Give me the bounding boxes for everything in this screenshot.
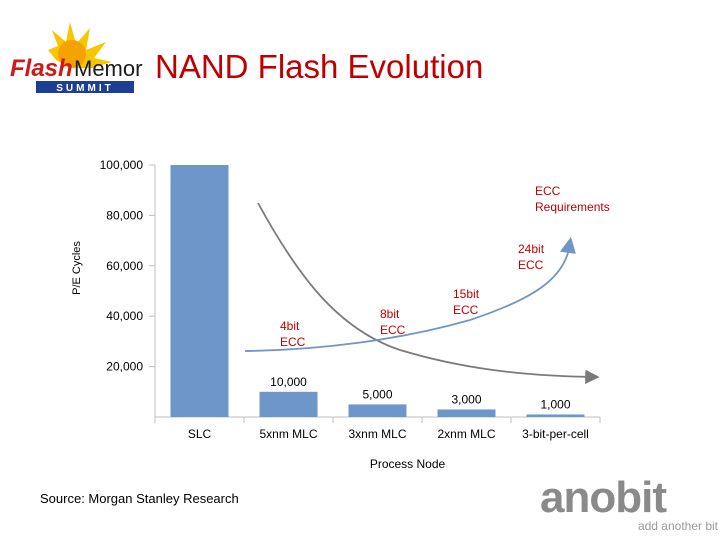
bar-1	[170, 165, 229, 417]
anobit-tagline: add another bit	[638, 519, 719, 533]
ecc-annotation-line: ECC	[453, 303, 479, 317]
summit-banner	[36, 81, 134, 93]
bar-value-label: 5,000	[362, 387, 392, 401]
ecc-annotation-line: ECC	[535, 184, 561, 198]
ecc-annotation-line: 4bit	[280, 319, 300, 333]
logo-word-summit: SUMMIT	[56, 83, 113, 94]
y-tick-label: 80,000	[106, 208, 143, 222]
bar-value-label: 10,000	[270, 375, 307, 389]
source-note: Source: Morgan Stanley Research	[40, 491, 239, 506]
ecc-annotation-line: ECC	[280, 335, 306, 349]
ecc-annotation-line: 24bit	[518, 242, 545, 256]
bar-value-label: 1,000	[540, 397, 570, 411]
y-tick-label: 60,000	[106, 259, 143, 273]
ecc-annotation-line: ECC	[518, 258, 544, 272]
x-category-label: 3-bit-per-cell	[522, 427, 589, 441]
ecc-annotation-line: 8bit	[380, 307, 400, 321]
chart-labels: 20,000 40,000 60,000 80,000 100,000 SLC 5xnm M…	[71, 158, 610, 471]
bar-4	[437, 409, 496, 417]
flash-memory-summit-logo: Flash Memory SUMMIT	[10, 22, 143, 94]
slide-title: NAND Flash Evolution	[155, 48, 484, 85]
ecc-annotation-line: ECC	[380, 323, 406, 337]
logo-word-memory: Memory	[74, 56, 143, 81]
bar-2	[259, 391, 318, 417]
y-axis-title: P/E Cycles	[71, 241, 83, 295]
anobit-wordmark: anobit	[540, 473, 667, 522]
chart-bars	[170, 165, 585, 417]
pe-decline-curve	[257, 202, 600, 385]
x-category-label: 5xnm MLC	[259, 427, 317, 441]
y-tick-label: 40,000	[106, 309, 143, 323]
ecc-annotation-line: 15bit	[453, 287, 480, 301]
ecc-annotation-line: Requirements	[535, 200, 610, 214]
x-category-label: 2xnm MLC	[437, 427, 495, 441]
y-tick-label: 100,000	[100, 158, 144, 172]
bar-value-label: 3,000	[451, 392, 481, 406]
x-category-label: 3xnm MLC	[348, 427, 406, 441]
x-axis-title: Process Node	[370, 457, 446, 471]
bar-3	[348, 404, 407, 417]
sun-burst-icon	[48, 22, 112, 68]
y-tick-label: 20,000	[106, 360, 143, 374]
chart-curves	[244, 202, 600, 385]
ecc-requirement-curve	[244, 236, 576, 352]
anobit-logo: anobit add another bit	[540, 473, 719, 533]
x-category-label: SLC	[188, 427, 212, 441]
bar-5	[526, 414, 585, 417]
logo-word-flash: Flash	[10, 55, 73, 82]
